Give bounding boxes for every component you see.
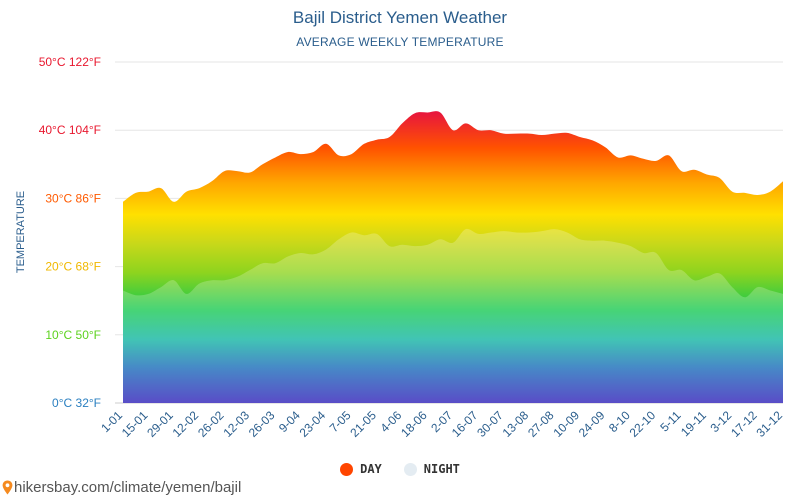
x-tick-label: 26-03 [246,408,278,440]
legend-day-marker [340,462,354,476]
x-tick-label: 27-08 [525,408,557,440]
x-tick-label: 31-12 [754,408,786,440]
x-tick-label: 15-01 [119,408,151,440]
x-tick-label: 29-01 [144,408,176,440]
y-tick-label: 50°C 122°F [39,55,101,69]
day-series-area [123,111,783,403]
y-tick-label: 20°C 68°F [45,260,101,274]
source-footer[interactable]: hikersbay.com/climate/yemen/bajil [2,479,241,496]
night-series-area [123,228,783,403]
x-tick-label: 12-02 [170,408,202,440]
legend-night-label: NIGHT [423,462,460,476]
chart-subtitle: AVERAGE WEEKLY TEMPERATURE [296,35,504,49]
legend-item-day[interactable]: DAY [340,462,382,476]
x-tick-label: 23-04 [297,408,329,440]
x-tick-label: 17-12 [728,408,760,440]
x-tick-label: 26-02 [195,408,227,440]
x-tick-label: 13-08 [500,408,532,440]
x-tick-label: 18-06 [398,408,430,440]
plot-area [123,111,783,403]
x-axis-ticks: 1-0115-0129-0112-0226-0212-0326-039-0423… [98,408,785,440]
footer-url[interactable]: hikersbay.com/climate/yemen/bajil [14,479,242,496]
chart-legend: DAY NIGHT [0,462,800,476]
x-tick-label: 16-07 [449,408,481,440]
legend-item-night[interactable]: NIGHT [403,462,460,476]
x-tick-label: 22-10 [627,408,659,440]
y-axis-ticks: 0°C 32°F 10°C 50°F 20°C 68°F 30°C 86°F 40°C … [39,55,101,410]
y-tick-label: 0°C 32°F [52,396,101,410]
x-tick-label: 30-07 [474,408,506,440]
chart-title: Bajil District Yemen Weather [292,8,508,27]
y-tick-label: 40°C 104°F [39,123,101,137]
x-tick-label: 12-03 [220,408,252,440]
x-tick-label: 19-11 [678,408,709,439]
y-tick-label: 30°C 86°F [45,191,101,205]
x-tick-label: 10-09 [550,408,582,440]
y-tick-label: 10°C 50°F [45,328,101,342]
map-pin-icon [2,480,13,495]
legend-night-marker [403,462,417,476]
x-tick-label: 24-09 [576,408,608,440]
legend-day-label: DAY [360,462,382,476]
x-tick-label: 21-05 [347,408,379,440]
